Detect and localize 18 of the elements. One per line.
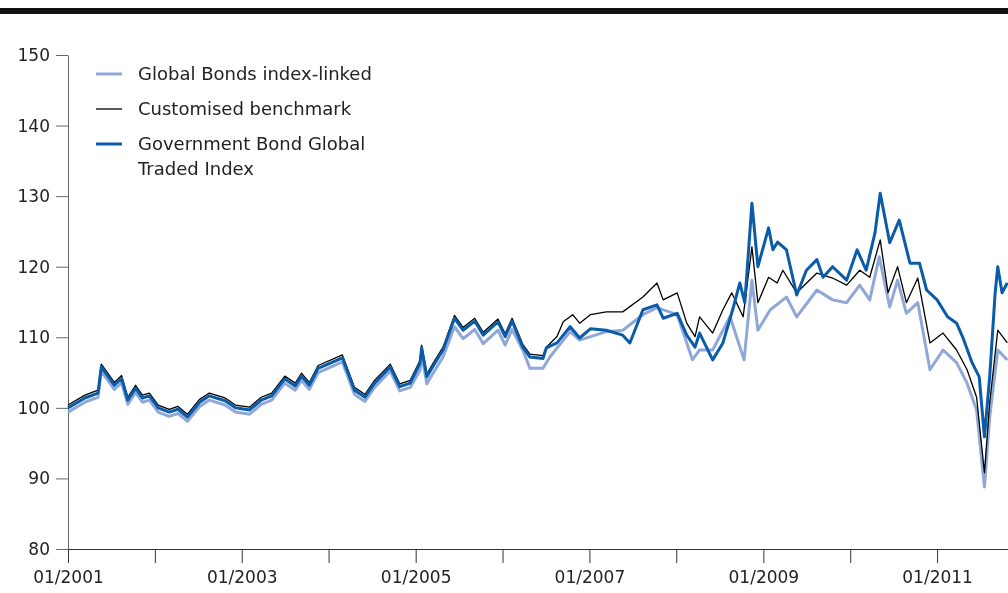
x-tick-label: 01/2011 [902, 567, 973, 587]
x-tick-label: 01/2005 [380, 567, 452, 587]
y-tick-label: 140 [17, 115, 50, 136]
y-tick-label: 80 [28, 538, 50, 559]
y-tick-label: 120 [17, 256, 50, 277]
y-tick-label: 100 [17, 397, 50, 418]
y-tick-label: 150 [17, 44, 50, 65]
x-tick-label: 01/2007 [554, 567, 626, 587]
legend-label: Government Bond Global Traded Index [137, 133, 366, 179]
x-tick-label: 01/2003 [206, 567, 278, 587]
y-tick-label: 130 [17, 186, 50, 207]
legend-label: Global Bonds index-linked [138, 63, 372, 85]
y-tick-label: 90 [28, 468, 50, 489]
line-series [66, 191, 1008, 439]
x-tick-label: 01/2001 [33, 567, 104, 587]
x-tick-label: 01/2009 [728, 567, 800, 587]
legend-label: Customised benchmark [138, 98, 352, 120]
y-tick-label: 110 [17, 327, 50, 348]
